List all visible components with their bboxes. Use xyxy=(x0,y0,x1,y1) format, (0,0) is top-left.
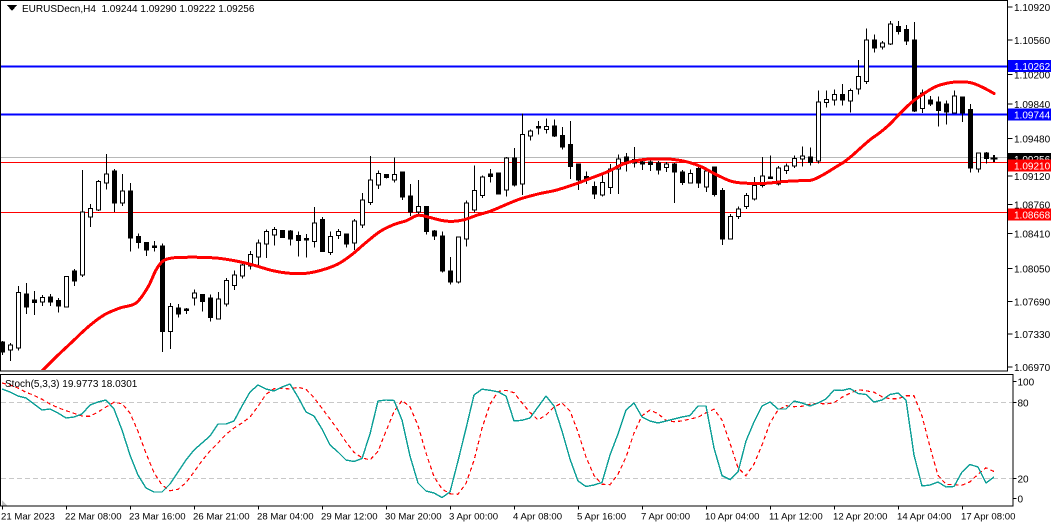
svg-text:17 Apr 08:00: 17 Apr 08:00 xyxy=(961,512,1015,523)
svg-text:21 Mar 2023: 21 Mar 2023 xyxy=(1,512,55,523)
svg-text:1.09120: 1.09120 xyxy=(1014,172,1051,183)
svg-text:1.07690: 1.07690 xyxy=(1014,297,1051,308)
svg-text:30 Mar 20:00: 30 Mar 20:00 xyxy=(385,512,442,523)
svg-text:Stoch(5,3,3) 19.9773 18.0301: Stoch(5,3,3) 19.9773 18.0301 xyxy=(5,379,138,390)
svg-text:14 Apr 04:00: 14 Apr 04:00 xyxy=(897,512,951,523)
svg-text:0: 0 xyxy=(1018,495,1024,506)
svg-text:EURUSDecn,H4 1.09244 1.09290: EURUSDecn,H4 1.09244 1.09290 1.09222 1.0… xyxy=(22,4,255,15)
svg-text:28 Mar 04:00: 28 Mar 04:00 xyxy=(257,512,314,523)
svg-text:1.07330: 1.07330 xyxy=(1014,330,1051,341)
svg-text:80: 80 xyxy=(1018,399,1030,410)
svg-text:5 Apr 16:00: 5 Apr 16:00 xyxy=(577,512,626,523)
svg-text:1.10920: 1.10920 xyxy=(1014,3,1051,14)
svg-text:29 Mar 12:00: 29 Mar 12:00 xyxy=(321,512,378,523)
svg-text:22 Mar 08:00: 22 Mar 08:00 xyxy=(65,512,122,523)
svg-text:1.08760: 1.08760 xyxy=(1014,201,1051,212)
svg-text:1.08050: 1.08050 xyxy=(1014,265,1051,276)
svg-text:1.09480: 1.09480 xyxy=(1014,134,1051,145)
svg-text:1.08668: 1.08668 xyxy=(1014,211,1051,222)
svg-text:1.08410: 1.08410 xyxy=(1014,230,1051,241)
svg-text:1.09840: 1.09840 xyxy=(1014,100,1051,111)
svg-text:7 Apr 00:00: 7 Apr 00:00 xyxy=(641,512,690,523)
svg-text:11 Apr 12:00: 11 Apr 12:00 xyxy=(769,512,823,523)
svg-text:1.10262: 1.10262 xyxy=(1014,62,1051,73)
svg-text:20: 20 xyxy=(1018,475,1030,486)
svg-text:26 Mar 21:00: 26 Mar 21:00 xyxy=(193,512,250,523)
svg-text:12 Apr 20:00: 12 Apr 20:00 xyxy=(833,512,887,523)
svg-text:100: 100 xyxy=(1018,378,1035,389)
svg-text:1.10560: 1.10560 xyxy=(1014,36,1051,47)
svg-text:23 Mar 16:00: 23 Mar 16:00 xyxy=(129,512,186,523)
svg-text:1.06970: 1.06970 xyxy=(1014,363,1051,374)
svg-text:1.10200: 1.10200 xyxy=(1014,71,1051,82)
svg-text:1.09210: 1.09210 xyxy=(1014,161,1051,172)
svg-text:10 Apr 04:00: 10 Apr 04:00 xyxy=(705,512,759,523)
svg-text:3 Apr 00:00: 3 Apr 00:00 xyxy=(449,512,498,523)
svg-text:1.09744: 1.09744 xyxy=(1014,110,1051,121)
svg-text:4 Apr 08:00: 4 Apr 08:00 xyxy=(513,512,562,523)
